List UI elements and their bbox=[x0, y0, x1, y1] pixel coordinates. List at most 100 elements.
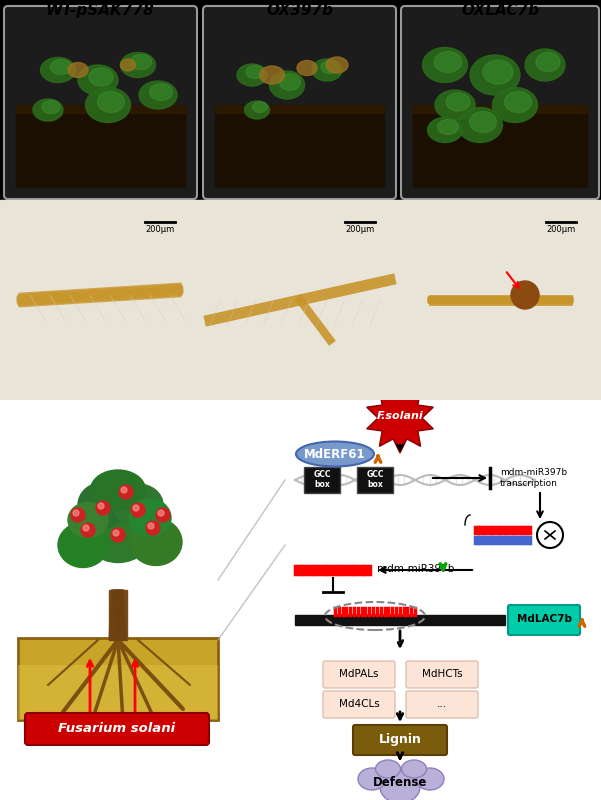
Ellipse shape bbox=[446, 93, 470, 111]
Ellipse shape bbox=[89, 68, 113, 86]
Ellipse shape bbox=[376, 760, 400, 778]
Ellipse shape bbox=[269, 71, 305, 99]
Circle shape bbox=[98, 503, 104, 509]
Ellipse shape bbox=[50, 59, 72, 74]
FancyBboxPatch shape bbox=[18, 638, 218, 720]
Bar bbox=[200, 200, 400, 400]
Circle shape bbox=[96, 501, 110, 515]
FancyBboxPatch shape bbox=[508, 605, 580, 635]
Ellipse shape bbox=[246, 66, 264, 78]
FancyBboxPatch shape bbox=[401, 6, 599, 199]
Ellipse shape bbox=[252, 102, 267, 112]
Ellipse shape bbox=[58, 522, 108, 567]
Ellipse shape bbox=[326, 57, 348, 73]
Text: Lignin: Lignin bbox=[379, 734, 421, 746]
Text: ...: ... bbox=[437, 699, 447, 709]
Bar bbox=[16, 105, 185, 187]
Circle shape bbox=[511, 281, 539, 309]
Ellipse shape bbox=[401, 760, 427, 778]
Circle shape bbox=[73, 510, 79, 516]
Ellipse shape bbox=[130, 54, 151, 70]
Ellipse shape bbox=[97, 91, 124, 113]
FancyBboxPatch shape bbox=[4, 6, 197, 199]
Polygon shape bbox=[367, 383, 433, 453]
Circle shape bbox=[113, 530, 119, 536]
Ellipse shape bbox=[536, 53, 560, 72]
Ellipse shape bbox=[42, 100, 60, 114]
Circle shape bbox=[83, 525, 89, 531]
Ellipse shape bbox=[82, 498, 154, 562]
Circle shape bbox=[71, 508, 85, 522]
Circle shape bbox=[148, 523, 154, 529]
FancyBboxPatch shape bbox=[323, 661, 395, 688]
FancyBboxPatch shape bbox=[406, 661, 478, 688]
Ellipse shape bbox=[150, 84, 172, 101]
FancyBboxPatch shape bbox=[323, 691, 395, 718]
Ellipse shape bbox=[296, 442, 374, 466]
Circle shape bbox=[537, 522, 563, 548]
Text: MdLAC7b: MdLAC7b bbox=[516, 614, 572, 625]
Ellipse shape bbox=[78, 482, 128, 527]
Circle shape bbox=[131, 503, 145, 517]
Ellipse shape bbox=[435, 90, 475, 120]
Ellipse shape bbox=[427, 118, 463, 142]
Ellipse shape bbox=[129, 499, 171, 537]
Ellipse shape bbox=[40, 58, 76, 82]
Text: Defense: Defense bbox=[373, 777, 427, 790]
Ellipse shape bbox=[260, 66, 284, 84]
Circle shape bbox=[81, 523, 95, 537]
Bar bbox=[215, 105, 384, 187]
Circle shape bbox=[119, 485, 133, 499]
Ellipse shape bbox=[78, 65, 118, 95]
Ellipse shape bbox=[438, 119, 459, 134]
Circle shape bbox=[146, 521, 160, 535]
Text: MdERF61: MdERF61 bbox=[304, 447, 366, 461]
Ellipse shape bbox=[470, 55, 520, 95]
Ellipse shape bbox=[380, 771, 420, 800]
Ellipse shape bbox=[68, 62, 88, 78]
Ellipse shape bbox=[68, 502, 108, 538]
Circle shape bbox=[156, 508, 170, 522]
Ellipse shape bbox=[321, 60, 339, 74]
Bar bbox=[215, 105, 384, 113]
FancyBboxPatch shape bbox=[406, 691, 478, 718]
Ellipse shape bbox=[91, 470, 145, 510]
Text: WT-pSAK778: WT-pSAK778 bbox=[46, 3, 154, 18]
Ellipse shape bbox=[423, 47, 468, 82]
Ellipse shape bbox=[457, 107, 502, 142]
Ellipse shape bbox=[483, 60, 513, 84]
Ellipse shape bbox=[245, 101, 269, 119]
FancyBboxPatch shape bbox=[357, 467, 393, 493]
Text: OX397b: OX397b bbox=[266, 3, 334, 18]
Ellipse shape bbox=[33, 99, 63, 121]
Text: MdPALs: MdPALs bbox=[339, 669, 379, 679]
Text: OXLAC7b: OXLAC7b bbox=[461, 3, 539, 18]
Ellipse shape bbox=[113, 484, 163, 526]
Bar bbox=[0, 0, 601, 200]
Ellipse shape bbox=[504, 91, 531, 113]
Text: GCC
box: GCC box bbox=[313, 470, 331, 489]
Bar bbox=[0, 200, 200, 400]
Ellipse shape bbox=[358, 768, 386, 790]
Ellipse shape bbox=[312, 59, 342, 81]
Text: mdm-miR397b: mdm-miR397b bbox=[377, 564, 454, 574]
Ellipse shape bbox=[297, 61, 317, 75]
Ellipse shape bbox=[120, 59, 135, 71]
Ellipse shape bbox=[279, 74, 300, 90]
FancyBboxPatch shape bbox=[25, 713, 209, 745]
Circle shape bbox=[133, 505, 139, 511]
Ellipse shape bbox=[469, 111, 496, 133]
Circle shape bbox=[111, 528, 125, 542]
Ellipse shape bbox=[120, 53, 156, 78]
FancyBboxPatch shape bbox=[304, 467, 340, 493]
Ellipse shape bbox=[435, 51, 462, 73]
Text: 200μm: 200μm bbox=[346, 225, 374, 234]
Text: mdm-miR397b
transcription: mdm-miR397b transcription bbox=[500, 468, 567, 488]
Text: 200μm: 200μm bbox=[145, 225, 175, 234]
Bar bbox=[413, 105, 587, 187]
FancyBboxPatch shape bbox=[353, 725, 447, 755]
Bar bbox=[16, 105, 185, 113]
Ellipse shape bbox=[130, 518, 182, 566]
Bar bbox=[18, 665, 218, 720]
Ellipse shape bbox=[525, 49, 565, 81]
